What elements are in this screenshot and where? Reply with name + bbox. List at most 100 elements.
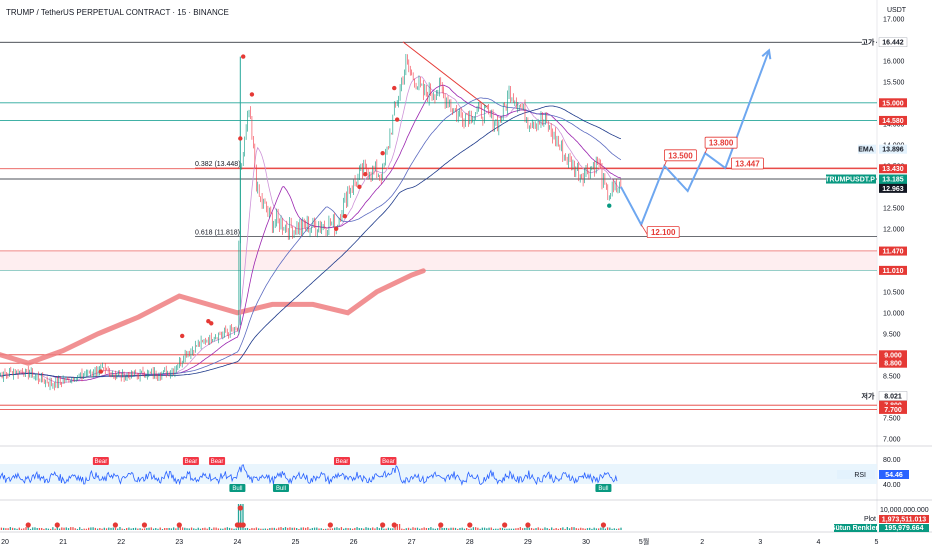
price-pane[interactable] bbox=[0, 0, 877, 445]
volume-bar bbox=[365, 527, 367, 530]
volume-bar bbox=[557, 528, 560, 530]
volume-bar bbox=[383, 528, 385, 530]
volume-bar bbox=[130, 528, 132, 530]
price-tag-value: 11.010 bbox=[882, 268, 903, 275]
trend-line[interactable] bbox=[402, 41, 488, 108]
rsi-signal-5 bbox=[333, 457, 350, 465]
volume-bar bbox=[85, 528, 88, 530]
volume-bar bbox=[510, 528, 513, 530]
volume-bar bbox=[123, 528, 126, 530]
x-tick-label: 5월 bbox=[639, 537, 649, 546]
volume-dot bbox=[438, 522, 444, 528]
volume-tick: 10,000,000.000 bbox=[880, 507, 929, 514]
volume-bar bbox=[291, 527, 293, 530]
price-tag-9[interactable] bbox=[879, 350, 907, 360]
price-tag-6[interactable] bbox=[879, 183, 907, 193]
price-tag-3[interactable] bbox=[879, 144, 907, 154]
volume-bar bbox=[398, 524, 401, 530]
volume-bar bbox=[219, 528, 222, 530]
rsi-label-box bbox=[837, 470, 875, 479]
x-tick-label: 28 bbox=[466, 539, 474, 546]
volume-bar bbox=[405, 528, 407, 530]
price-tag-1[interactable] bbox=[879, 98, 907, 108]
volume-bar bbox=[389, 528, 392, 530]
volume-dot bbox=[380, 522, 386, 528]
volume-bar bbox=[101, 528, 103, 530]
callout-13.500[interactable]: 13.500 bbox=[664, 149, 697, 166]
signal-dot bbox=[241, 54, 246, 59]
callout-13.447[interactable]: 13.447 bbox=[725, 157, 764, 170]
price-axis[interactable] bbox=[877, 0, 932, 550]
volume-bar bbox=[257, 528, 260, 530]
volume-bar bbox=[202, 527, 204, 530]
callout-12.100[interactable]: 12.100 bbox=[640, 224, 680, 239]
volume-bar bbox=[613, 528, 615, 530]
volume-bar bbox=[79, 527, 81, 530]
price-tag-13[interactable] bbox=[879, 404, 907, 414]
price-tag-value: 13.896 bbox=[882, 147, 904, 154]
rsi-signal-label: Bull bbox=[276, 486, 286, 492]
volume-bar bbox=[108, 527, 110, 530]
price-tag-11[interactable] bbox=[878, 391, 908, 401]
volume-dot bbox=[502, 522, 508, 528]
volume-bar bbox=[300, 527, 302, 530]
volume-bar bbox=[246, 527, 249, 530]
volume-bar bbox=[562, 527, 564, 530]
volume-bar bbox=[23, 528, 25, 530]
volume-bar bbox=[479, 528, 481, 530]
volume-bar bbox=[311, 527, 313, 530]
y-tick-label: 15.500 bbox=[883, 79, 905, 86]
volume-bar bbox=[378, 528, 381, 530]
volume-bar bbox=[542, 528, 544, 530]
signal-dot bbox=[392, 85, 397, 91]
y-tick-label: 9.500 bbox=[883, 331, 901, 338]
x-tick-label: 20 bbox=[1, 539, 9, 546]
volume-bar bbox=[544, 527, 546, 530]
volume-bar bbox=[155, 527, 157, 530]
y-tick-label: 10.000 bbox=[883, 310, 905, 317]
volume-bar bbox=[143, 528, 146, 530]
rsi-value: 54.46 bbox=[885, 472, 903, 479]
volume-bar bbox=[349, 528, 352, 530]
volume-dot bbox=[54, 522, 60, 528]
volume-bar bbox=[159, 527, 161, 530]
volume-bar bbox=[137, 528, 139, 530]
price-tag-8[interactable] bbox=[879, 265, 907, 275]
price-tag-2[interactable] bbox=[879, 115, 907, 125]
volume-bar bbox=[548, 528, 551, 530]
volume-dot bbox=[25, 522, 31, 528]
volume-bar bbox=[551, 527, 553, 530]
volume-bar bbox=[470, 528, 472, 530]
price-tag-7[interactable] bbox=[879, 246, 907, 256]
rsi-signal-label: Bear bbox=[95, 459, 108, 465]
x-tick-label: 22 bbox=[117, 539, 125, 546]
volume-bar bbox=[367, 527, 369, 530]
volume-dot bbox=[141, 522, 148, 528]
price-tag-10[interactable] bbox=[879, 358, 907, 368]
volume-bar bbox=[517, 527, 519, 530]
volume-bar bbox=[58, 528, 61, 530]
volume-bar bbox=[193, 528, 195, 530]
volume-bar bbox=[49, 528, 52, 530]
volume-bar bbox=[427, 528, 430, 530]
callout-13.800[interactable]: 13.800 bbox=[704, 136, 738, 154]
volume-value-tag bbox=[879, 524, 929, 532]
volume-bar bbox=[602, 527, 604, 530]
side-label: EMA bbox=[858, 147, 874, 154]
volume-bar bbox=[240, 504, 242, 530]
volume-bar bbox=[81, 528, 83, 530]
volume-bar bbox=[271, 527, 273, 530]
volume-bar bbox=[255, 527, 258, 530]
volume-bar bbox=[20, 528, 23, 530]
volume-bar bbox=[385, 528, 387, 530]
x-tick-label: 29 bbox=[524, 539, 532, 546]
volume-bar bbox=[150, 527, 152, 530]
rsi-tick-40: 40.00 bbox=[883, 482, 901, 489]
volume-bar bbox=[358, 528, 360, 530]
rsi-signal-label: Bear bbox=[336, 459, 349, 465]
volume-bar bbox=[260, 528, 262, 530]
price-tag-0[interactable] bbox=[878, 37, 908, 47]
volume-bar bbox=[539, 528, 542, 530]
price-tag-4[interactable] bbox=[879, 164, 907, 174]
